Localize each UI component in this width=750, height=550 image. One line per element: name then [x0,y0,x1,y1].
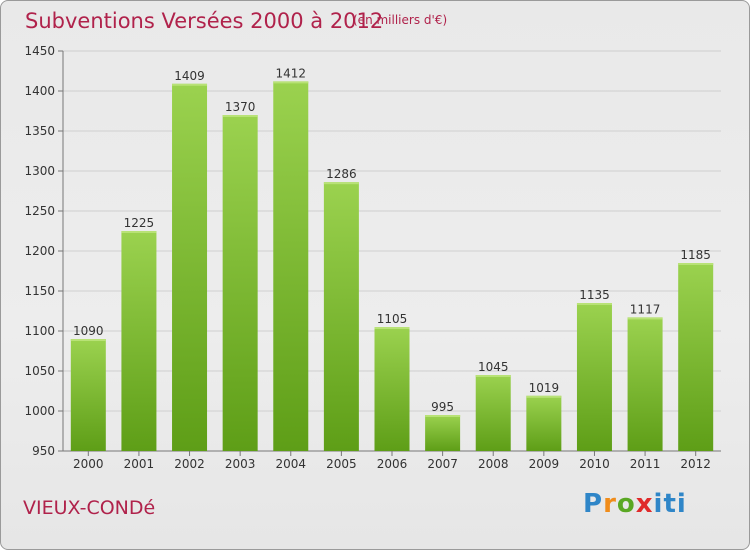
x-tick-label-2006: 2006 [377,457,408,471]
y-tick-label: 1150 [24,284,55,298]
data-label-2011: 1117 [630,302,661,316]
bar-top-edge [273,81,309,84]
bar-2004 [273,81,309,452]
bar-2005 [323,182,359,451]
data-label-2001: 1225 [124,216,155,230]
bar-2000 [70,339,106,451]
bar-2009 [526,395,562,451]
x-tick-label-2005: 2005 [326,457,357,471]
bar-top-edge [475,375,511,377]
y-tick-label: 1450 [24,44,55,58]
x-tick-label-2002: 2002 [174,457,205,471]
data-label-2012: 1185 [680,248,711,262]
bar-2011 [627,317,663,451]
y-tick-label: 1050 [24,364,55,378]
bar-2012 [678,263,714,451]
data-label-2005: 1286 [326,167,357,181]
bar-2006 [374,327,410,451]
bar-2010 [576,303,612,451]
y-tick-label: 1200 [24,244,55,258]
bar-top-edge [678,263,714,265]
bar-2001 [121,231,157,451]
bar-top-edge [374,327,410,329]
x-tick-label-2004: 2004 [275,457,306,471]
x-tick-label-2007: 2007 [427,457,458,471]
y-tick-label: 1400 [24,84,55,98]
x-tick-label-2010: 2010 [579,457,610,471]
y-tick-label: 950 [32,444,55,458]
y-tick-label: 1300 [24,164,55,178]
x-tick-label-2000: 2000 [73,457,104,471]
proxiti-logo: Proxiti [583,489,687,519]
bar-top-edge [172,83,208,86]
data-label-2006: 1105 [377,312,408,326]
x-tick-label-2003: 2003 [225,457,256,471]
x-tick-label-2008: 2008 [478,457,509,471]
bar-2007 [425,415,461,451]
y-tick-label: 1100 [24,324,55,338]
y-tick-label: 1350 [24,124,55,138]
x-tick-label-2001: 2001 [124,457,155,471]
bar-top-edge [627,317,663,320]
bar-top-edge [121,231,157,233]
bar-top-edge [323,182,359,185]
x-tick-label-2011: 2011 [630,457,661,471]
bar-2003 [222,115,258,451]
bar-top-edge [70,339,106,341]
x-tick-label-2009: 2009 [529,457,560,471]
data-label-2004: 1412 [275,66,306,80]
x-tick-label-2012: 2012 [680,457,711,471]
data-label-2002: 1409 [174,69,205,83]
data-label-2008: 1045 [478,360,509,374]
data-label-2000: 1090 [73,324,104,338]
bar-top-edge [526,395,562,398]
data-label-2007: 995 [431,400,454,414]
y-tick-label: 1000 [24,404,55,418]
place-name: VIEUX-CONDé [23,497,156,519]
bar-2002 [172,83,208,452]
bar-top-edge [425,415,461,417]
bar-top-edge [222,115,258,117]
chart-subtitle: (en milliers d'€) [353,13,448,27]
y-tick-label: 1250 [24,204,55,218]
data-label-2003: 1370 [225,100,256,114]
data-label-2009: 1019 [529,381,560,395]
data-label-2010: 1135 [579,288,610,302]
chart-title: Subventions Versées 2000 à 2012 [25,9,384,33]
bar-2008 [475,375,511,451]
bar-top-edge [576,303,612,305]
